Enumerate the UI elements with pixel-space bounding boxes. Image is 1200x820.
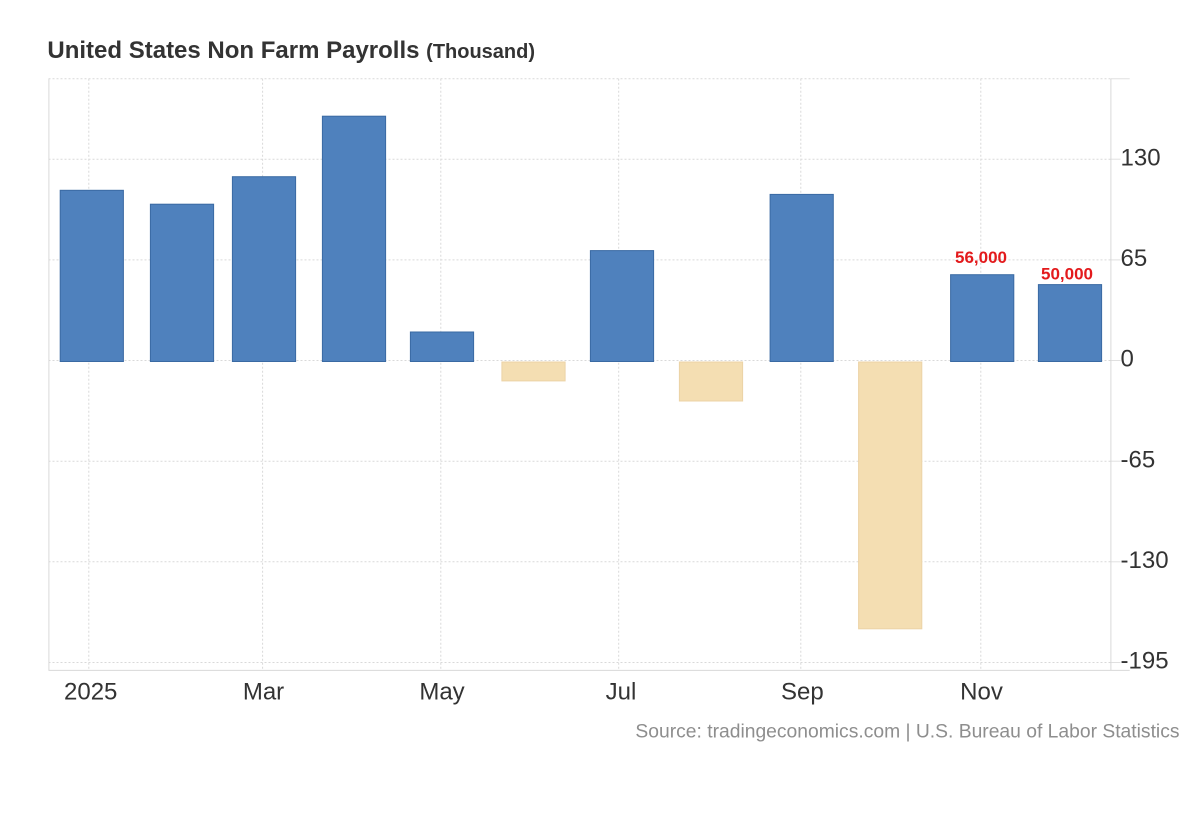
svg-text:56,000: 56,000 xyxy=(955,248,1007,267)
svg-text:Nov: Nov xyxy=(960,679,1003,706)
svg-text:Jul: Jul xyxy=(606,679,637,706)
svg-text:Mar: Mar xyxy=(243,679,284,706)
svg-text:-65: -65 xyxy=(1121,446,1156,473)
svg-text:0: 0 xyxy=(1121,346,1134,373)
svg-text:65: 65 xyxy=(1121,245,1148,272)
svg-text:Sep: Sep xyxy=(781,679,824,706)
svg-text:United States Non Farm Payroll: United States Non Farm Payrolls (Thousan… xyxy=(47,37,535,64)
svg-text:-130: -130 xyxy=(1121,547,1169,574)
svg-text:May: May xyxy=(419,679,464,706)
svg-text:50,000: 50,000 xyxy=(1041,264,1093,283)
svg-text:2025: 2025 xyxy=(64,679,117,706)
svg-text:-195: -195 xyxy=(1121,648,1169,675)
svg-text:130: 130 xyxy=(1121,144,1161,171)
svg-text:Source: tradingeconomics.com |: Source: tradingeconomics.com | U.S. Bure… xyxy=(635,722,1179,743)
